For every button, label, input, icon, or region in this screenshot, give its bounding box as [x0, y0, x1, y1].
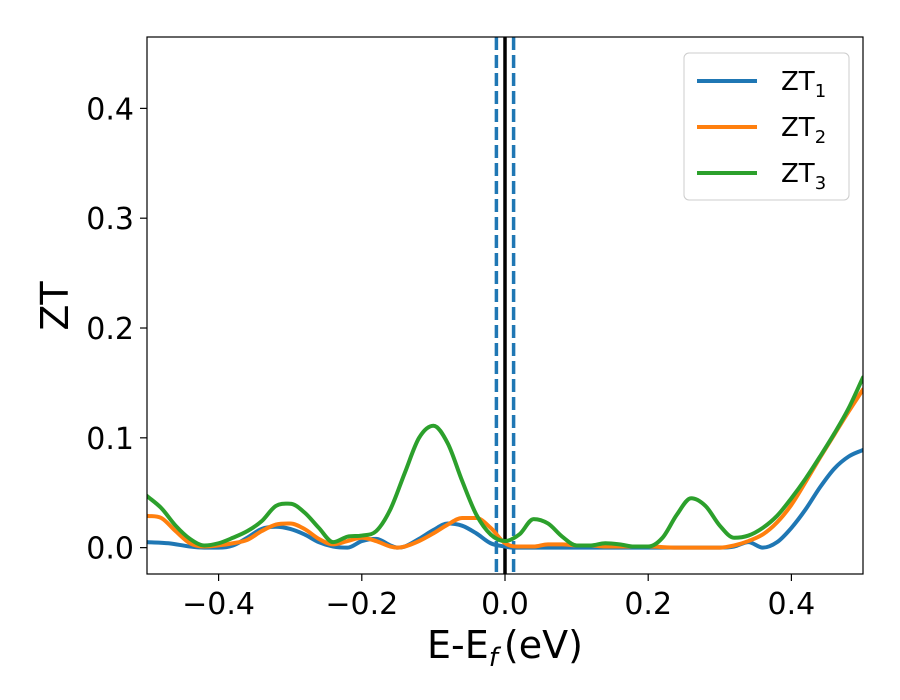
x-axis-label-unit: (eV)	[504, 623, 583, 667]
legend-box	[683, 52, 850, 201]
y-tick-label: 0.1	[86, 422, 134, 457]
x-tick-label: −0.2	[325, 587, 398, 622]
legend-label-zt3: ZT3	[781, 159, 826, 194]
y-tick-label: 0.2	[86, 312, 134, 347]
x-axis-label-main: E-E	[427, 623, 489, 667]
x-tick-label: 0.4	[768, 587, 816, 622]
legend-label-zt2: ZT2	[781, 113, 826, 148]
y-tick-label: 0.0	[86, 532, 134, 567]
y-axis-label: ZT	[33, 281, 77, 331]
x-tick-label: 0.0	[481, 587, 529, 622]
data-series-group	[147, 375, 863, 550]
series-line-zt3	[147, 375, 863, 549]
x-tick-label: −0.4	[182, 587, 255, 622]
legend: ZT1 ZT2 ZT3	[683, 52, 850, 201]
fermi-level-markers	[494, 37, 516, 574]
legend-items: ZT1 ZT2 ZT3	[697, 67, 826, 194]
series-line-zt2	[147, 387, 863, 550]
x-tick-label: 0.2	[624, 587, 672, 622]
y-tick-label: 0.4	[86, 92, 134, 127]
y-axis-ticks: 0.0 0.1 0.2 0.3 0.4	[86, 92, 147, 567]
x-axis-ticks: −0.4 −0.2 0.0 0.2 0.4	[182, 574, 815, 622]
x-axis-label: E-Ef (eV)	[427, 623, 583, 673]
legend-label-zt1: ZT1	[781, 67, 826, 102]
y-tick-label: 0.3	[86, 202, 134, 237]
